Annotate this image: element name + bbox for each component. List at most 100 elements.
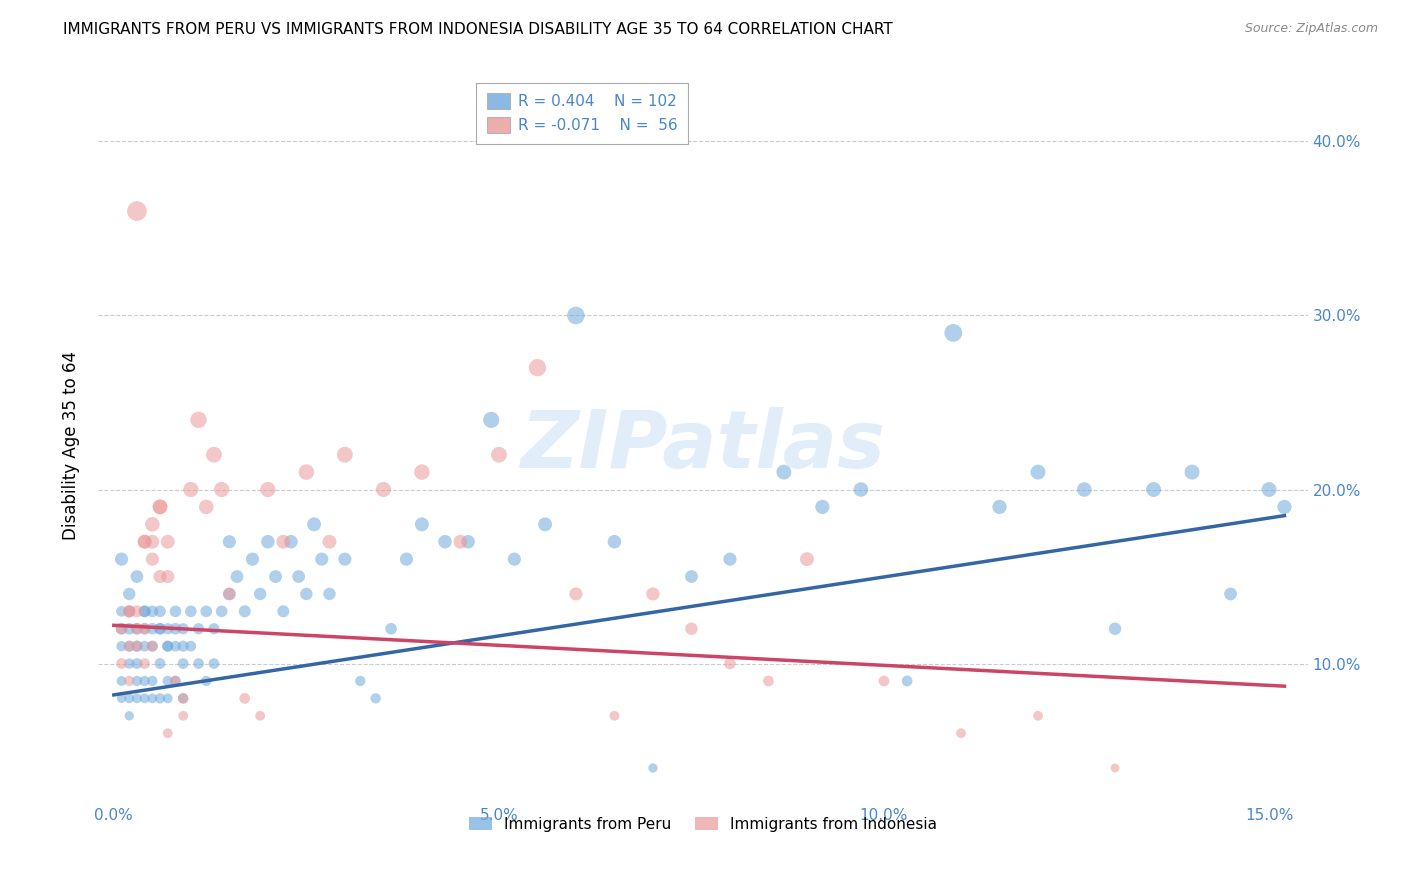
Point	[134, 534, 156, 549]
Point	[110, 552, 132, 566]
Point	[149, 622, 172, 636]
Point	[849, 483, 872, 497]
Point	[172, 622, 194, 636]
Point	[141, 673, 163, 688]
Point	[141, 691, 163, 706]
Point	[526, 360, 548, 375]
Point	[202, 448, 225, 462]
Point	[411, 517, 433, 532]
Point	[681, 569, 703, 583]
Point	[449, 534, 471, 549]
Point	[565, 587, 588, 601]
Point	[134, 639, 156, 653]
Point	[134, 657, 156, 671]
Point	[125, 639, 148, 653]
Point	[479, 413, 502, 427]
Point	[271, 604, 294, 618]
Point	[373, 483, 395, 497]
Point	[1026, 708, 1049, 723]
Point	[488, 448, 510, 462]
Point	[211, 604, 233, 618]
Point	[364, 691, 387, 706]
Point	[187, 622, 209, 636]
Point	[180, 604, 202, 618]
Point	[141, 639, 163, 653]
Point	[118, 673, 141, 688]
Y-axis label: Disability Age 35 to 64: Disability Age 35 to 64	[62, 351, 80, 541]
Point	[295, 587, 318, 601]
Point	[110, 604, 132, 618]
Point	[187, 413, 209, 427]
Point	[172, 691, 194, 706]
Point	[1073, 483, 1095, 497]
Point	[641, 587, 664, 601]
Point	[318, 534, 340, 549]
Point	[681, 622, 703, 636]
Point	[172, 708, 194, 723]
Point	[1181, 465, 1204, 479]
Point	[141, 622, 163, 636]
Point	[141, 604, 163, 618]
Point	[165, 673, 187, 688]
Point	[811, 500, 834, 514]
Point	[165, 622, 187, 636]
Point	[149, 500, 172, 514]
Point	[1104, 622, 1126, 636]
Point	[603, 708, 626, 723]
Point	[1104, 761, 1126, 775]
Point	[172, 639, 194, 653]
Point	[1026, 465, 1049, 479]
Point	[1274, 500, 1296, 514]
Point	[110, 691, 132, 706]
Point	[211, 483, 233, 497]
Point	[125, 622, 148, 636]
Point	[156, 726, 179, 740]
Point	[156, 639, 179, 653]
Point	[873, 673, 896, 688]
Point	[218, 534, 240, 549]
Point	[118, 622, 141, 636]
Point	[280, 534, 302, 549]
Point	[218, 587, 240, 601]
Point	[172, 691, 194, 706]
Point	[333, 552, 356, 566]
Point	[226, 569, 249, 583]
Point	[565, 309, 588, 323]
Point	[149, 622, 172, 636]
Point	[349, 673, 371, 688]
Point	[149, 604, 172, 618]
Point	[1219, 587, 1241, 601]
Point	[249, 708, 271, 723]
Point	[287, 569, 309, 583]
Point	[118, 639, 141, 653]
Point	[172, 657, 194, 671]
Point	[180, 639, 202, 653]
Point	[125, 673, 148, 688]
Text: Source: ZipAtlas.com: Source: ZipAtlas.com	[1244, 22, 1378, 36]
Point	[134, 534, 156, 549]
Legend: Immigrants from Peru, Immigrants from Indonesia: Immigrants from Peru, Immigrants from In…	[463, 811, 943, 838]
Text: ZIPatlas: ZIPatlas	[520, 407, 886, 485]
Point	[149, 657, 172, 671]
Point	[165, 604, 187, 618]
Point	[134, 604, 156, 618]
Point	[125, 657, 148, 671]
Point	[134, 673, 156, 688]
Point	[295, 465, 318, 479]
Point	[118, 639, 141, 653]
Point	[125, 691, 148, 706]
Point	[195, 673, 218, 688]
Point	[110, 622, 132, 636]
Text: IMMIGRANTS FROM PERU VS IMMIGRANTS FROM INDONESIA DISABILITY AGE 35 TO 64 CORREL: IMMIGRANTS FROM PERU VS IMMIGRANTS FROM …	[63, 22, 893, 37]
Point	[149, 500, 172, 514]
Point	[942, 326, 965, 340]
Point	[603, 534, 626, 549]
Point	[264, 569, 287, 583]
Point	[134, 622, 156, 636]
Point	[110, 639, 132, 653]
Point	[134, 604, 156, 618]
Point	[156, 639, 179, 653]
Point	[233, 604, 256, 618]
Point	[180, 483, 202, 497]
Point	[134, 622, 156, 636]
